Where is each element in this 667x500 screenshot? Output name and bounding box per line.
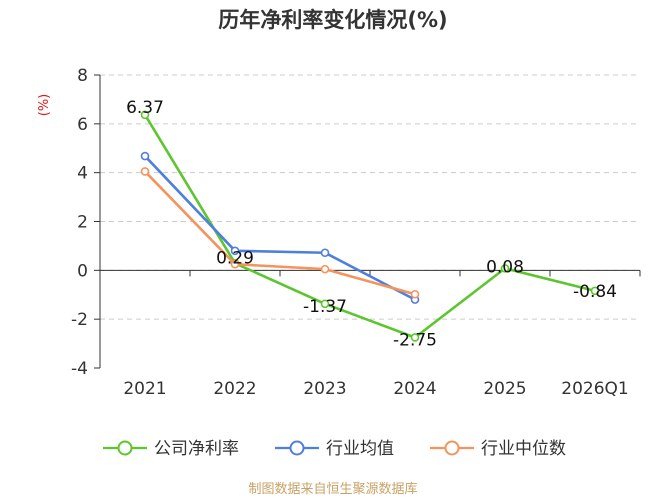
x-tick-label: 2024 [393, 379, 436, 399]
y-tick-label: 8 [77, 66, 88, 86]
data-label: 0.29 [216, 248, 254, 268]
y-tick-label: 4 [77, 164, 88, 184]
series-line [143, 114, 596, 339]
data-point [140, 151, 150, 161]
data-point [500, 264, 510, 273]
legend-item: 行业均值 [275, 439, 394, 459]
y-tick-label: 6 [77, 115, 88, 135]
data-label: -2.75 [393, 330, 437, 350]
legend-item: 行业中位数 [430, 439, 566, 459]
series-lines [140, 110, 600, 342]
y-tick-label: -2 [71, 310, 88, 330]
data-point [140, 110, 150, 120]
series-2 [140, 167, 420, 299]
axes [94, 74, 641, 369]
legend-label: 行业均值 [326, 439, 394, 459]
x-tick-label: 2026Q1 [561, 379, 628, 399]
series-1 [140, 151, 420, 304]
x-tick-label: 2023 [303, 379, 346, 399]
series-line [144, 170, 416, 296]
y-axis-unit: (%) [37, 94, 52, 117]
y-tick-labels: -4 -2 0 2 4 6 8 [71, 66, 88, 379]
legend-label: 行业中位数 [481, 439, 566, 459]
data-point [230, 246, 240, 256]
x-tick-label: 2022 [213, 379, 256, 399]
data-label: -0.84 [573, 282, 617, 302]
data-point [320, 264, 330, 274]
x-tick-label: 2025 [483, 379, 526, 399]
data-point [230, 259, 240, 269]
chart-title: 历年净利率变化情况(%) [218, 8, 447, 32]
x-tick-labels: 2021 2022 2023 2024 2025 2026Q1 [123, 379, 628, 399]
data-labels: 6.37 0.29 -1.37 -2.75 0.08 -0.84 [126, 98, 617, 351]
legend-marker [444, 440, 460, 456]
series-line [144, 155, 416, 301]
data-source: 制图数据来自恒生聚源数据库 [248, 481, 417, 497]
data-point [590, 286, 600, 296]
legend-item: 公司净利率 [103, 439, 239, 459]
y-tick-label: 2 [77, 213, 88, 233]
data-point [410, 333, 420, 342]
data-label: 0.08 [486, 257, 524, 277]
data-point [320, 299, 330, 309]
data-point [320, 248, 330, 258]
x-tick-label: 2021 [123, 379, 166, 399]
data-point [410, 289, 420, 299]
legend: 公司净利率 行业均值 行业中位数 [103, 439, 566, 459]
data-label: -1.37 [303, 297, 347, 317]
data-label: 6.37 [126, 98, 164, 118]
y-tick-label: 0 [77, 261, 88, 281]
legend-marker [289, 440, 305, 456]
data-point [140, 167, 150, 176]
legend-label: 公司净利率 [154, 439, 239, 459]
legend-marker [117, 440, 133, 456]
y-tick-label: -4 [71, 359, 88, 379]
